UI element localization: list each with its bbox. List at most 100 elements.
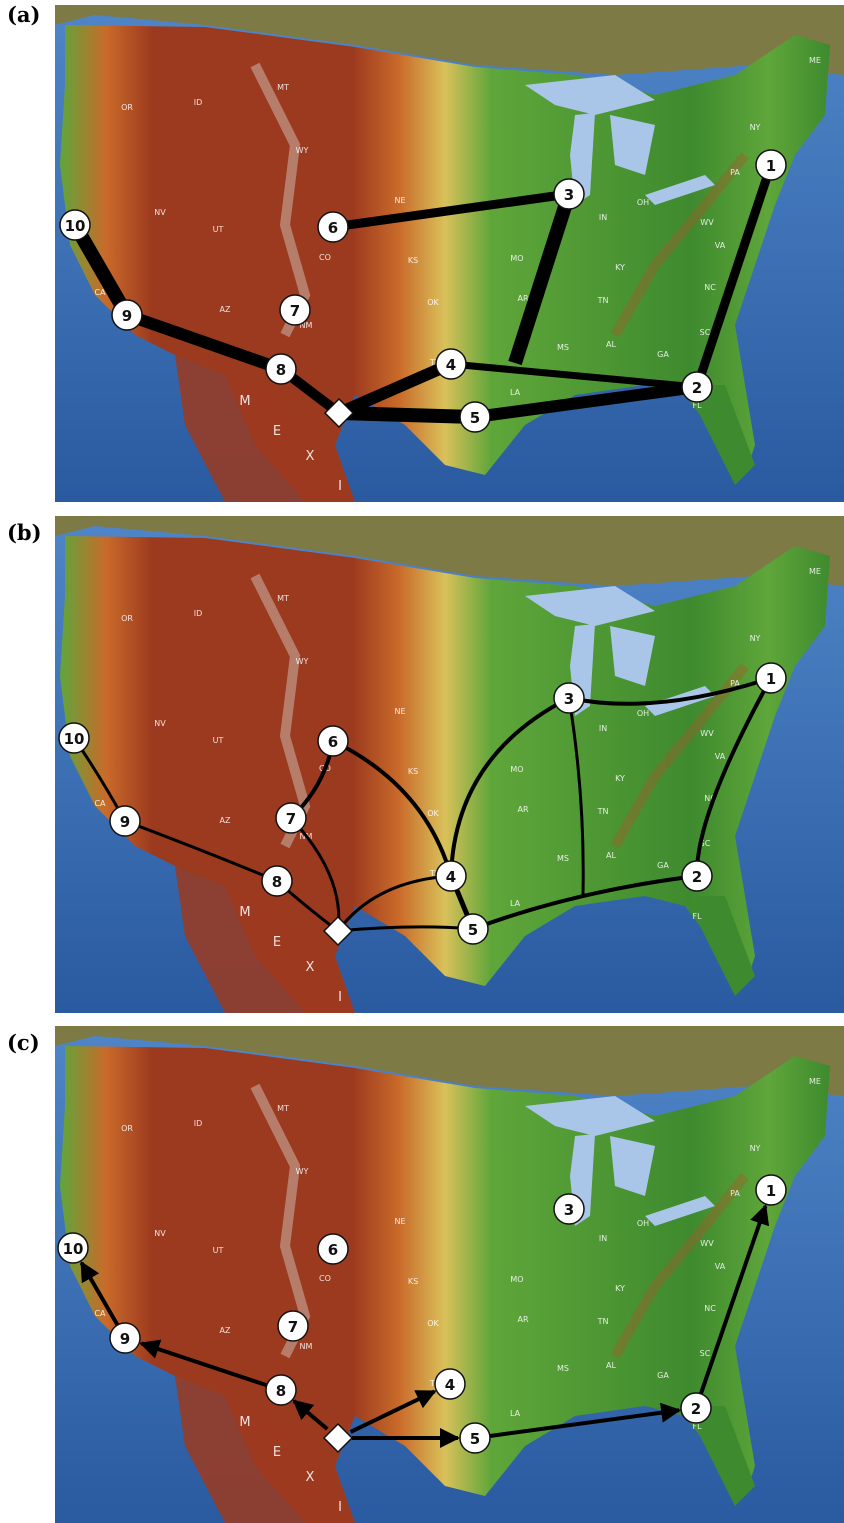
map-label-ky: KY — [615, 263, 625, 272]
map-label-e: E — [273, 1445, 281, 1460]
node-label: 7 — [288, 1318, 298, 1336]
node-label: 6 — [328, 219, 338, 237]
node-5: 5 — [457, 913, 489, 945]
map-label-in: IN — [599, 724, 607, 733]
node-9: 9 — [111, 299, 143, 331]
map-label-az: AZ — [220, 1326, 231, 1335]
map-label-tx: TX — [429, 869, 441, 878]
map-label-al: AL — [606, 1361, 616, 1370]
arrow-5-2 — [489, 1402, 682, 1438]
map-label-or: OR — [121, 103, 133, 112]
map-label-e: E — [273, 424, 281, 439]
map-label-ne: NE — [394, 707, 405, 716]
node-9: 9 — [109, 1322, 141, 1354]
arrow-hub-4 — [349, 1389, 437, 1434]
map-label-tn: TN — [597, 1317, 609, 1326]
node-8: 8 — [265, 353, 297, 385]
map-label-ne: NE — [394, 1217, 405, 1226]
node-circle — [435, 348, 467, 380]
map-label-i: I — [338, 479, 342, 494]
node-1: 1 — [755, 662, 787, 694]
map-label-ne: NE — [394, 196, 405, 205]
node-3: 3 — [553, 682, 585, 714]
node-2: 2 — [680, 1392, 712, 1424]
edge-2-1 — [694, 676, 773, 878]
map-label-oh: OH — [637, 1219, 649, 1228]
mexico-region — [175, 1376, 355, 1523]
node-circle — [109, 805, 141, 837]
map-label-tx: TX — [429, 358, 441, 367]
map-label-ca: CA — [94, 288, 106, 297]
panel-label-b: (b) — [7, 520, 42, 545]
appalachian-mountains — [610, 151, 749, 338]
node-4: 4 — [435, 860, 467, 892]
edge-4-2 — [450, 360, 698, 391]
map-label-va: VA — [715, 1262, 726, 1271]
map-label-nc: NC — [704, 794, 716, 803]
node-circle — [435, 860, 467, 892]
node-circle — [277, 1310, 309, 1342]
map-label-ks: KS — [408, 1277, 418, 1286]
map-label-ky: KY — [615, 1284, 625, 1293]
map-label-me: ME — [809, 1077, 821, 1086]
florida — [695, 896, 755, 996]
map-label-ok: OK — [427, 809, 439, 818]
map-label-mt: MT — [277, 83, 289, 92]
nodes-a: 1 2 3 4 5 6 7 8 9 10 — [59, 149, 787, 433]
arrow-2-1 — [698, 1204, 770, 1395]
map-label-ar: AR — [517, 1315, 528, 1324]
map-label-ca: CA — [94, 1309, 106, 1318]
map-label-ga: GA — [657, 861, 669, 870]
node-10: 10 — [59, 209, 91, 241]
node-label: 6 — [328, 733, 338, 751]
node-circle — [111, 299, 143, 331]
canada-region — [55, 5, 844, 75]
map-label-pa: PA — [730, 168, 740, 177]
node-circle — [57, 1232, 89, 1264]
edge-9-10 — [68, 221, 134, 319]
map-label-i: I — [338, 1500, 342, 1515]
map-label-m: M — [239, 905, 250, 920]
node-label: 3 — [564, 186, 574, 204]
node-label: 3 — [564, 1201, 574, 1219]
node-circle — [755, 1174, 787, 1206]
node-circle — [317, 1233, 349, 1265]
node-6: 6 — [317, 725, 349, 757]
lake-huron — [610, 1136, 655, 1196]
node-circle — [681, 860, 713, 892]
mexico-region — [175, 866, 355, 1013]
map-label-m: M — [239, 394, 250, 409]
node-label: 9 — [122, 307, 132, 325]
florida — [695, 1406, 755, 1506]
map-label-id: ID — [194, 609, 203, 618]
map-label-sc: SC — [700, 328, 711, 337]
hub-diamond — [323, 397, 355, 429]
node-3: 3 — [553, 178, 585, 210]
map-label-wy: WY — [296, 1167, 309, 1176]
map-label-ny: NY — [750, 123, 761, 132]
node-circle — [457, 913, 489, 945]
map-label-ar: AR — [517, 805, 528, 814]
node-label: 9 — [120, 813, 130, 831]
map-svg-c: ORIDMTWYNVUTCOAZNMNEKSOKTXLAMSALGAFLSCNC… — [55, 1026, 844, 1523]
arrow-9-10 — [79, 1260, 120, 1327]
node-label: 4 — [446, 356, 456, 374]
map-label-pa: PA — [730, 1189, 740, 1198]
node-circle — [261, 865, 293, 897]
node-label: 1 — [766, 157, 776, 175]
nodes-b: 1 2 3 4 5 6 7 8 9 10 — [58, 662, 787, 947]
map-label-mo: MO — [510, 1275, 523, 1284]
node-6: 6 — [317, 1233, 349, 1265]
map-label-nv: NV — [154, 208, 166, 217]
node-2: 2 — [681, 371, 713, 403]
map-panel-b: OR ID MT WY NV UT CO AZ NM NE KS OK TX LA MS AL GA FL SC NC… — [55, 516, 844, 1013]
node-8: 8 — [265, 1374, 297, 1406]
lake-superior — [525, 586, 655, 626]
node-label: 3 — [564, 690, 574, 708]
map-label-oh: OH — [637, 198, 649, 207]
map-label-ms: MS — [557, 343, 569, 352]
map-label-va: VA — [715, 241, 726, 250]
map-label-ks: KS — [408, 767, 418, 776]
map-label-co: CO — [319, 1274, 331, 1283]
